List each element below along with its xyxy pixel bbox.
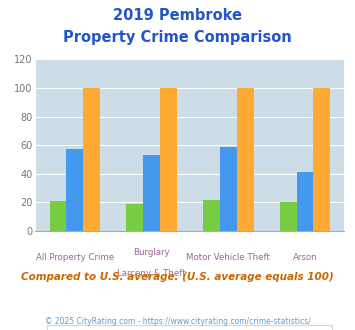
Bar xyxy=(50,201,66,231)
Bar xyxy=(83,88,100,231)
Bar xyxy=(313,88,330,231)
Bar xyxy=(280,202,296,231)
Bar xyxy=(220,147,237,231)
Bar xyxy=(296,172,313,231)
Bar xyxy=(237,88,253,231)
Bar xyxy=(126,204,143,231)
Bar xyxy=(160,88,177,231)
Text: Burglary: Burglary xyxy=(133,248,170,257)
Bar xyxy=(143,155,160,231)
Text: Compared to U.S. average. (U.S. average equals 100): Compared to U.S. average. (U.S. average … xyxy=(21,272,334,282)
Text: All Property Crime: All Property Crime xyxy=(36,253,114,262)
Text: Arson: Arson xyxy=(293,253,317,262)
Bar xyxy=(203,200,220,231)
Legend: Pembroke, Massachusetts, National: Pembroke, Massachusetts, National xyxy=(48,325,332,330)
Text: Motor Vehicle Theft: Motor Vehicle Theft xyxy=(186,253,270,262)
Bar xyxy=(66,149,83,231)
Text: 2019 Pembroke: 2019 Pembroke xyxy=(113,8,242,23)
Text: Larceny & Theft: Larceny & Theft xyxy=(117,269,186,278)
Text: © 2025 CityRating.com - https://www.cityrating.com/crime-statistics/: © 2025 CityRating.com - https://www.city… xyxy=(45,317,310,326)
Text: Property Crime Comparison: Property Crime Comparison xyxy=(63,30,292,45)
